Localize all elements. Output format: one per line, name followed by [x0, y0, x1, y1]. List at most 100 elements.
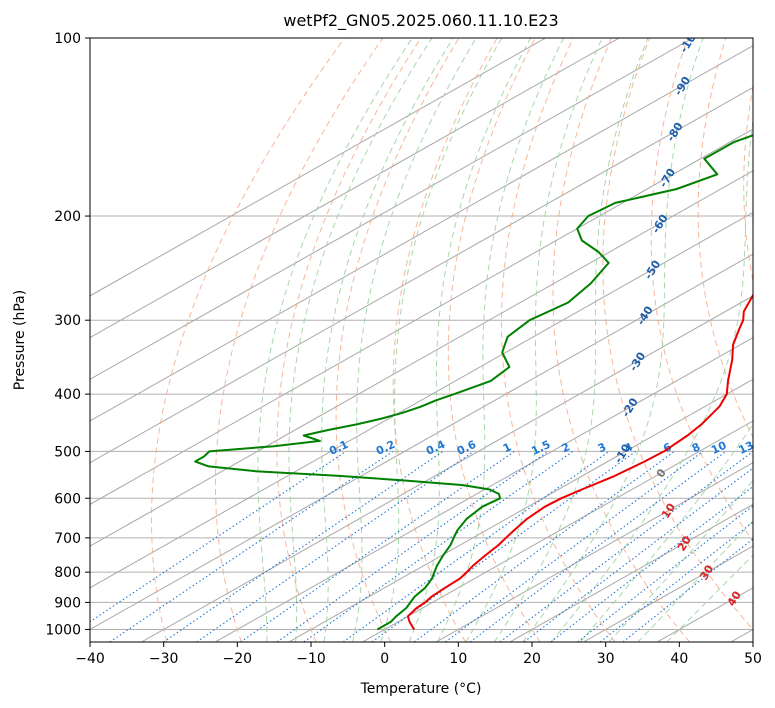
- mixing-ratio-line: [550, 485, 753, 642]
- mixing-ratio-label: 16: [759, 439, 775, 457]
- isotherm-line: [90, 38, 546, 297]
- mixing-ratio-label: 0.6: [455, 438, 478, 458]
- isotherm-label: -50: [642, 258, 664, 282]
- isotherm-label: 10: [659, 501, 678, 521]
- dry-adiabat: [697, 38, 753, 439]
- mixing-ratio-line: [499, 450, 753, 642]
- y-tick-label: 400: [54, 387, 81, 403]
- isotherm-label: -60: [649, 212, 671, 236]
- moist-adiabat: [522, 38, 704, 642]
- chart-title: wetPf2_GN05.2025.060.11.10.E23: [283, 11, 558, 31]
- isotherm-label: -30: [627, 350, 649, 374]
- dewpoint-profile-line: [194, 134, 753, 631]
- mixing-ratio-label: 0.2: [374, 438, 397, 458]
- mixing-ratio-label: 0.1: [327, 438, 350, 458]
- isotherm-line: [435, 462, 753, 642]
- isotherm-label: -80: [664, 120, 686, 144]
- dry-adiabat: [650, 38, 753, 543]
- mixing-ratio-label: 0.4: [424, 438, 447, 458]
- y-tick-label: 1000: [45, 622, 81, 638]
- dry-adiabat: [602, 38, 753, 631]
- dry-adiabat: [392, 38, 498, 642]
- mixing-ratio-line: [276, 450, 549, 642]
- moist-adiabat: [637, 520, 753, 642]
- mixing-ratio-label: 1: [501, 440, 513, 455]
- x-tick-label: 0: [380, 651, 389, 667]
- moist-adiabat: [288, 38, 433, 642]
- isotherm-label: 40: [725, 589, 744, 609]
- moist-adiabat: [493, 38, 649, 642]
- moist-adiabat: [465, 38, 603, 642]
- isotherm-line: [90, 38, 694, 380]
- y-tick-label: 700: [54, 531, 81, 547]
- mixing-ratio-line: [303, 450, 574, 642]
- mixing-ratio-label: 3: [596, 440, 608, 455]
- x-tick-label: −40: [75, 651, 105, 667]
- isotherm-line: [90, 211, 753, 589]
- x-axis: −40 −30 −20 −10 0 10 20 30 40 50: [75, 642, 762, 667]
- dry-adiabat: [215, 38, 384, 642]
- isotherm-line: [509, 503, 753, 642]
- isotherm-line: [90, 253, 753, 631]
- mixing-ratio-line: [523, 467, 753, 642]
- plot-frame: [89, 37, 754, 643]
- x-tick-label: 10: [449, 651, 467, 667]
- moist-adiabat: [608, 479, 753, 642]
- isotherm-line: [90, 128, 753, 505]
- isotherm-line: [288, 378, 753, 642]
- mixing-ratio-line: [342, 450, 610, 642]
- isotherm-line: [90, 86, 753, 464]
- temperature-profile-line: [406, 293, 753, 631]
- isotherm-label: -40: [634, 304, 656, 328]
- moist-adiabat: [352, 38, 477, 642]
- mixing-ratio-line: [196, 450, 475, 642]
- moist-adiabat: [408, 38, 532, 642]
- isotherm-label: -70: [657, 166, 679, 190]
- isotherm-line: [90, 45, 753, 422]
- mixing-ratio-label: 1.5: [529, 438, 552, 458]
- mixing-ratio-line: [240, 450, 515, 642]
- y-tick-label: 200: [54, 209, 81, 225]
- y-tick-label: 100: [54, 31, 81, 47]
- y-tick-label: 900: [54, 595, 81, 611]
- x-tick-label: 20: [523, 651, 541, 667]
- dry-adiabat: [447, 38, 541, 642]
- dry-adiabat: [552, 38, 690, 642]
- dry-adiabat: [501, 38, 616, 642]
- dry-adiabat: [276, 38, 422, 642]
- y-tick-label: 800: [54, 565, 81, 581]
- isotherm-line: [214, 337, 753, 642]
- moist-adiabat: [550, 117, 753, 642]
- moist-adiabat: [579, 423, 753, 642]
- background-lines: [90, 38, 753, 642]
- moist-adiabat: [257, 38, 413, 642]
- isotherm-line: [362, 420, 753, 642]
- y-axis-label: Pressure (hPa): [12, 290, 28, 390]
- dry-adiabat: [335, 38, 460, 642]
- moist-adiabat: [380, 38, 503, 642]
- isotherm-line: [141, 295, 753, 642]
- x-tick-label: −20: [223, 651, 253, 667]
- isotherm-line: [90, 38, 620, 339]
- mixing-ratio-line: [109, 450, 394, 642]
- mixing-ratio-label: 2: [560, 440, 572, 455]
- x-tick-label: 50: [744, 651, 762, 667]
- mixing-ratio-label: 10: [709, 439, 729, 457]
- x-tick-label: 30: [597, 651, 615, 667]
- mixing-ratio-label: 13: [737, 439, 756, 457]
- reference-line-labels: 0.10.20.40.611.52346810131620253036-100-…: [327, 38, 775, 609]
- mixing-ratio-line: [371, 450, 637, 642]
- y-tick-label: 500: [54, 444, 81, 460]
- mixing-ratio-line: [90, 450, 347, 623]
- x-tick-label: 40: [670, 651, 688, 667]
- dry-adiabat: [151, 38, 345, 642]
- moist-adiabat: [436, 38, 565, 642]
- y-tick-label: 600: [54, 491, 81, 507]
- moist-adiabat: [321, 38, 454, 642]
- isotherm-label: 0: [654, 466, 669, 480]
- isotherm-label: 30: [697, 562, 716, 582]
- mixing-ratio-line: [163, 450, 444, 642]
- mixing-ratio-line: [413, 450, 675, 642]
- x-tick-label: −30: [149, 651, 179, 667]
